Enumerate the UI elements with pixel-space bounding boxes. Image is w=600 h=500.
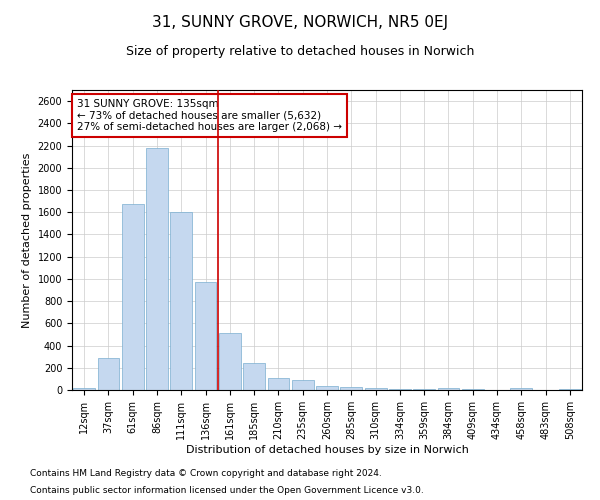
Text: Contains public sector information licensed under the Open Government Licence v3: Contains public sector information licen…: [30, 486, 424, 495]
Bar: [268, 378, 289, 390]
Bar: [316, 386, 338, 390]
Bar: [389, 389, 411, 390]
Bar: [122, 204, 143, 390]
Text: 31, SUNNY GROVE, NORWICH, NR5 0EJ: 31, SUNNY GROVE, NORWICH, NR5 0EJ: [152, 15, 448, 30]
Y-axis label: Number of detached properties: Number of detached properties: [22, 152, 32, 328]
Bar: [194, 282, 217, 390]
Bar: [511, 388, 532, 390]
Bar: [365, 388, 386, 390]
Bar: [170, 212, 192, 390]
Text: Contains HM Land Registry data © Crown copyright and database right 2024.: Contains HM Land Registry data © Crown c…: [30, 468, 382, 477]
X-axis label: Distribution of detached houses by size in Norwich: Distribution of detached houses by size …: [185, 444, 469, 454]
Bar: [243, 364, 265, 390]
Text: 31 SUNNY GROVE: 135sqm
← 73% of detached houses are smaller (5,632)
27% of semi-: 31 SUNNY GROVE: 135sqm ← 73% of detached…: [77, 99, 342, 132]
Bar: [340, 386, 362, 390]
Bar: [73, 388, 95, 390]
Bar: [559, 389, 581, 390]
Bar: [292, 380, 314, 390]
Bar: [146, 148, 168, 390]
Bar: [219, 334, 241, 390]
Text: Size of property relative to detached houses in Norwich: Size of property relative to detached ho…: [126, 45, 474, 58]
Bar: [437, 388, 460, 390]
Bar: [97, 358, 119, 390]
